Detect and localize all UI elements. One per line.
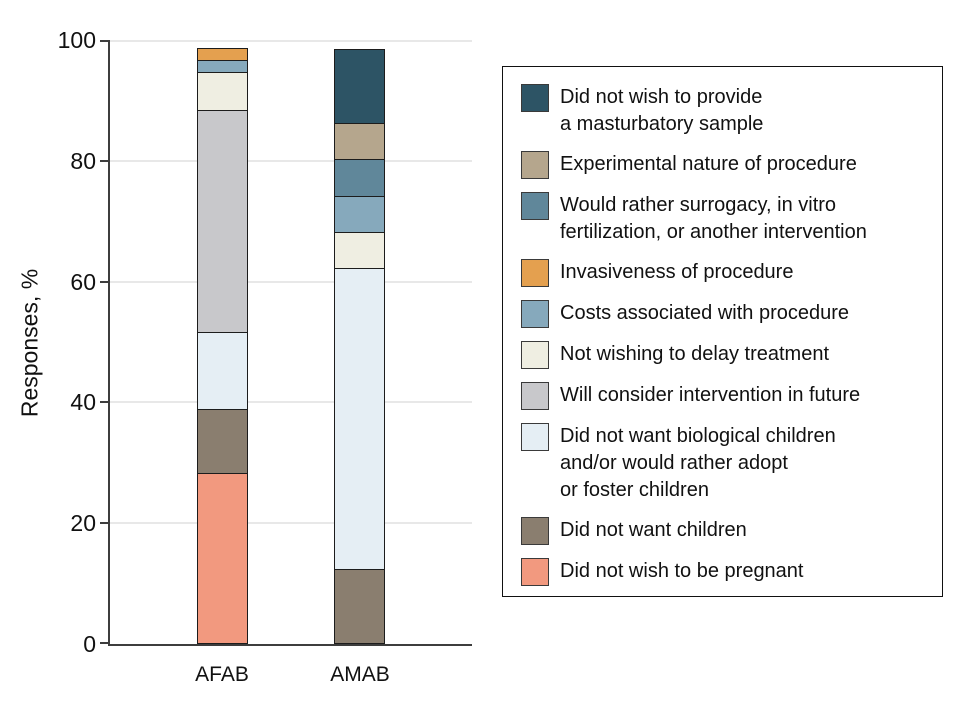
legend-item-label: Costs associated with procedure bbox=[560, 300, 849, 327]
bar-segment bbox=[197, 109, 248, 334]
legend-swatch bbox=[521, 341, 549, 369]
legend-item: Invasiveness of procedure bbox=[521, 259, 934, 287]
legend-item: Costs associated with procedure bbox=[521, 300, 934, 328]
legend-item-label: Would rather surrogacy, in vitro fertiliz… bbox=[560, 192, 867, 246]
legend-item-label-line: Did not wish to be pregnant bbox=[560, 560, 804, 582]
bar-segment bbox=[197, 72, 248, 112]
legend-item-label-line: Invasiveness of procedure bbox=[560, 261, 794, 283]
legend-swatch bbox=[521, 558, 549, 586]
gridline-80 bbox=[110, 159, 472, 162]
legend-item-label-line: fertilization, or another intervention bbox=[560, 221, 867, 243]
legend-item-label-line: Will consider intervention in future bbox=[560, 384, 861, 406]
bar-segment bbox=[197, 408, 248, 475]
legend-item: Did not want biological children and/or w… bbox=[521, 423, 934, 504]
legend-item: Did not wish to provide a masturbatory sa… bbox=[521, 84, 934, 138]
bar-segment bbox=[334, 49, 385, 125]
y-tick-label-20: 20 bbox=[70, 510, 96, 537]
legend-swatch bbox=[521, 423, 549, 451]
legend-item-label-line: Would rather surrogacy, in vitro bbox=[560, 194, 837, 216]
y-tick-0 bbox=[100, 642, 108, 644]
bar-segment bbox=[334, 195, 385, 234]
legend-item-label-line: Did not want biological children bbox=[560, 425, 836, 447]
bar-segment bbox=[334, 568, 385, 644]
legend-item-label: Did not want biological children and/or w… bbox=[560, 423, 836, 504]
y-tick-60 bbox=[100, 280, 108, 283]
y-tick-20 bbox=[100, 522, 108, 525]
legend-item-label: Not wishing to delay treatment bbox=[560, 341, 829, 368]
y-tick-label-80: 80 bbox=[70, 147, 96, 174]
y-tick-100 bbox=[100, 40, 108, 42]
legend-item-label-line: Experimental nature of procedure bbox=[560, 153, 857, 175]
legend-item: Would rather surrogacy, in vitro fertiliz… bbox=[521, 192, 934, 246]
legend-item-label: Did not wish to be pregnant bbox=[560, 558, 804, 585]
legend-item: Did not wish to be pregnant bbox=[521, 558, 934, 586]
legend-item-label: Did not want children bbox=[560, 517, 747, 544]
y-tick-label-0: 0 bbox=[83, 631, 96, 657]
legend-item-label-line: Did not want children bbox=[560, 519, 747, 541]
legend-item: Will consider intervention in future bbox=[521, 382, 934, 410]
y-axis-title: Responses, % bbox=[16, 268, 43, 418]
legend-item-label: Did not wish to provide a masturbatory sa… bbox=[560, 84, 763, 138]
gridline-100 bbox=[110, 40, 472, 42]
legend-swatch bbox=[521, 151, 549, 179]
plot-inner: 0 20 40 60 80 100 bbox=[58, 27, 472, 657]
legend-item-label-line: Not wishing to delay treatment bbox=[560, 343, 830, 365]
bar-afab bbox=[197, 48, 248, 644]
gridline-40 bbox=[110, 401, 472, 404]
gridline-60 bbox=[110, 280, 472, 283]
plot-area: 0 20 40 60 80 100 bbox=[58, 27, 472, 657]
legend-box: Did not wish to provide a masturbatory sa… bbox=[502, 66, 943, 597]
legend-swatch bbox=[521, 382, 549, 410]
legend-item-label-line: Did not wish to provide bbox=[560, 86, 763, 108]
bar-segment bbox=[197, 331, 248, 411]
legend-item-label-line: and/or would rather adopt bbox=[560, 452, 788, 474]
bar-segment bbox=[334, 268, 385, 570]
y-tick-label-100: 100 bbox=[57, 27, 96, 53]
legend-swatch bbox=[521, 517, 549, 545]
gridline-20 bbox=[110, 522, 472, 525]
legend-swatch bbox=[521, 84, 549, 112]
legend-swatch bbox=[521, 259, 549, 287]
legend-item-label: Invasiveness of procedure bbox=[560, 259, 793, 286]
legend-item-label: Experimental nature of procedure bbox=[560, 151, 857, 178]
x-tick-label-afab: AFAB bbox=[195, 663, 249, 686]
y-tick-80 bbox=[100, 159, 108, 162]
legend-item-label-line: or foster children bbox=[560, 479, 709, 501]
legend-item: Experimental nature of procedure bbox=[521, 151, 934, 179]
bar-segment bbox=[334, 159, 385, 197]
legend-item-label: Will consider intervention in future bbox=[560, 382, 860, 409]
bar-segment bbox=[197, 473, 248, 644]
x-tick-label-amab: AMAB bbox=[330, 663, 390, 686]
legend-item-label-line: Costs associated with procedure bbox=[560, 302, 850, 324]
bar-amab bbox=[334, 49, 385, 644]
legend-swatch bbox=[521, 300, 549, 328]
legend-swatch bbox=[521, 192, 549, 220]
legend-item: Not wishing to delay treatment bbox=[521, 341, 934, 369]
y-tick-40 bbox=[100, 401, 108, 404]
y-tick-label-40: 40 bbox=[70, 389, 96, 416]
bar-segment bbox=[334, 123, 385, 161]
legend-item-label-line: a masturbatory sample bbox=[560, 113, 764, 135]
y-tick-label-60: 60 bbox=[70, 268, 96, 295]
bar-segment bbox=[334, 231, 385, 270]
legend-item: Did not want children bbox=[521, 517, 934, 545]
